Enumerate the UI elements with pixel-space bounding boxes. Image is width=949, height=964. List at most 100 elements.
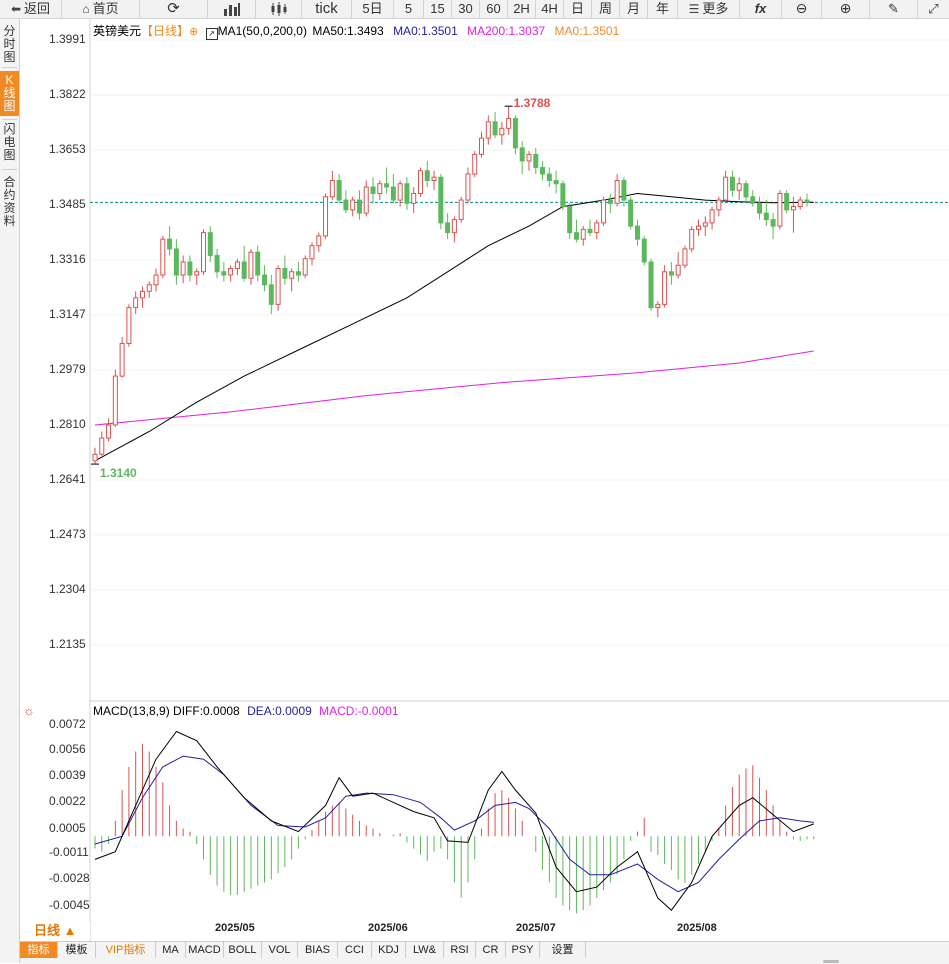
interval-week[interactable]: 周 [592,0,620,18]
tab-psy[interactable]: PSY [506,942,540,958]
candle-body [540,166,546,175]
candle-body [736,183,742,191]
period-tag: 【日线】 [141,24,190,38]
macd-tick-label: 0.0072 [49,717,86,732]
candle-body [397,183,403,201]
candle-body [648,261,654,309]
candle-body [777,193,783,227]
tab-settings[interactable]: 设置 [540,942,586,958]
tab-vol[interactable]: VOL [262,942,298,958]
price-tick-label: 1.3991 [49,32,86,46]
tab-indicators[interactable]: 指标 [20,942,58,958]
tab-lw[interactable]: LW& [406,942,444,958]
top-toolbar: ⬅ 返回 ⌂ 首页 ⟳ tick 5日 5 15 30 60 2H 4H 日 周 月… [0,0,949,19]
candle-body [214,254,220,273]
candle-body [614,179,620,204]
chart-type-button[interactable] [208,0,256,18]
ma-config: MA1(50,0,200,0) [217,24,307,38]
candle-body [126,307,132,344]
settings-icon[interactable]: ⊕ [189,26,199,38]
formula-button[interactable]: fx [740,0,782,18]
candle-body [356,199,362,214]
candle-body [180,261,186,276]
candle-body [465,173,471,201]
more-button[interactable]: ☰ 更多 [678,0,740,18]
scrollbar-thumb[interactable] [823,960,839,963]
candle-body [241,261,247,279]
period-selector[interactable]: 日线 ▲ [20,922,90,940]
tab-contract-info[interactable]: 合约资料 [3,175,16,228]
zoom-out-button[interactable]: ⊖ [782,0,822,18]
back-button[interactable]: ⬅ 返回 [0,0,62,18]
candle-body [92,453,98,462]
interval-15m[interactable]: 15 [424,0,452,18]
tab-divider [2,119,17,120]
tab-bias[interactable]: BIAS [298,942,338,958]
macd-dea: DEA:0.0009 [247,704,312,718]
candlestick-icon [271,2,286,16]
fullscreen-button[interactable]: ⤢ [918,0,949,18]
candle-body [750,196,756,204]
tab-ma[interactable]: MA [156,942,186,958]
price-tick-label: 1.3316 [49,252,86,267]
interval-day[interactable]: 日 [564,0,592,18]
ma200-line [94,350,814,426]
tab-divider [2,67,17,68]
low-price-label: 1.3140 [100,466,137,481]
macd-tick-label: 0.0022 [49,794,86,809]
home-button[interactable]: ⌂ 首页 [62,0,140,18]
candle-body [99,437,105,455]
chart-area[interactable]: 英镑美元【日线】⊕ ↗ MA1(50,0,200,0) MA50:1.3493 M… [20,19,949,941]
tab-flash[interactable]: 闪电图 [3,122,16,162]
chart-canvas[interactable] [20,19,949,941]
left-tab-bar: 分时图 K线图 闪电图 合约资料 [0,19,20,963]
candle-body [594,222,600,234]
candle-body [451,219,457,234]
macd-tick-label: -0.0028 [49,871,90,886]
zoom-in-button[interactable]: ⊕ [822,0,870,18]
tab-templates[interactable]: 模板 [58,942,96,958]
indicator-icon[interactable]: ↗ [205,28,218,40]
candle-body [411,193,417,204]
candle-body [302,258,308,276]
interval-4h[interactable]: 4H [536,0,564,18]
interval-30m[interactable]: 30 [452,0,480,18]
macd-settings-icon[interactable]: ☼ [23,703,35,718]
candle-body [784,193,790,211]
tab-vip-indicators[interactable]: VIP指标 [96,942,156,958]
candle-body [438,176,444,224]
macd-legend: MACD(13,8,9) DIFF:0.0008 DEA:0.0009 MACD… [93,704,399,718]
interval-month[interactable]: 月 [620,0,648,18]
interval-5m[interactable]: 5 [394,0,424,18]
candle-body [370,186,376,195]
tab-cr[interactable]: CR [476,942,506,958]
tab-timeshare[interactable]: 分时图 [3,24,16,64]
tick-button[interactable]: tick [302,0,352,18]
candle-body [621,179,627,201]
candle-body [553,179,559,185]
refresh-icon: ⟳ [167,0,180,17]
candle-body [417,170,423,195]
candle-body [472,153,478,175]
tab-kline[interactable]: K线图 [0,71,19,116]
tab-cci[interactable]: CCI [338,942,372,958]
interval-5d[interactable]: 5日 [352,0,394,18]
candle-body [187,261,193,276]
candle-body [336,179,342,201]
interval-year[interactable]: 年 [648,0,678,18]
tab-rsi[interactable]: RSI [444,942,476,958]
interval-60m[interactable]: 60 [480,0,508,18]
candle-body [119,342,125,377]
tab-kdj[interactable]: KDJ [372,942,406,958]
tab-macd[interactable]: MACD [186,942,224,958]
candle-body [282,268,288,279]
candle-type-button[interactable] [256,0,302,18]
tab-boll[interactable]: BOLL [224,942,262,958]
price-tick-label: 1.3822 [49,87,86,102]
interval-2h[interactable]: 2H [508,0,536,18]
price-tick-label: 1.2304 [49,581,86,596]
draw-button[interactable]: ✎ [870,0,918,18]
candle-body [200,232,206,273]
candle-body [221,271,227,276]
refresh-button[interactable]: ⟳ [140,0,208,18]
